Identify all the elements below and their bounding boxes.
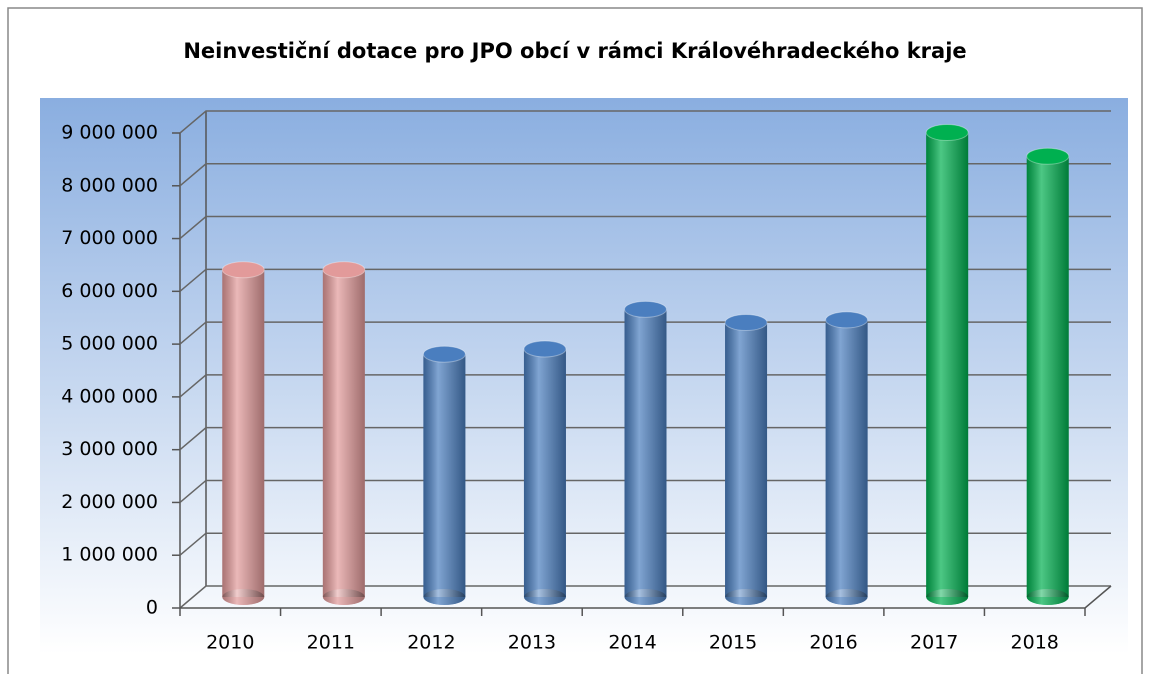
bar-shade (322, 589, 365, 605)
bar-top (624, 300, 667, 318)
bar-shade (423, 589, 466, 605)
grid-line (179, 268, 1111, 292)
bar-shade (926, 132, 969, 598)
x-tick-label: 2010 (206, 632, 254, 654)
bar-shade (1026, 589, 1069, 605)
y-tick-label: 9 000 000 (61, 122, 158, 144)
grid-line (179, 215, 1111, 240)
bar-shade (523, 348, 566, 597)
bar-top (523, 340, 567, 358)
x-tick-label: 2014 (608, 632, 656, 654)
y-tick-label: 8 000 000 (61, 174, 158, 196)
x-tick-label: 2012 (407, 632, 455, 654)
y-tick-label: 7 000 000 (61, 227, 158, 249)
bar-top (724, 314, 768, 332)
grid-line (179, 321, 1111, 345)
bar-top (322, 261, 366, 279)
bar-shade (222, 589, 265, 605)
bar-top (825, 311, 869, 329)
y-tick-label: 4 000 000 (61, 385, 158, 407)
bar-shade (322, 269, 365, 597)
bar-shade (222, 269, 265, 597)
bar-shade (423, 354, 466, 597)
bar-top (925, 124, 969, 142)
grid-line (179, 532, 1111, 556)
bar-shade (725, 322, 768, 597)
grid-line (179, 110, 1111, 134)
x-tick-label: 2016 (809, 632, 857, 654)
chart-title: Neinvestiční dotace pro JPO obcí v rámci… (183, 39, 966, 63)
grid-line (179, 374, 1111, 398)
bar-top (1026, 147, 1070, 165)
y-tick-label: 5 000 000 (61, 333, 158, 355)
x-tick-label: 2017 (910, 632, 958, 654)
y-tick-label: 2 000 000 (61, 491, 158, 513)
bar-shade (523, 589, 566, 605)
bar-shade (1026, 156, 1069, 598)
bar-shade (624, 589, 667, 605)
bar-shade (926, 589, 969, 605)
bar-shade (725, 589, 768, 605)
y-tick-label: 6 000 000 (61, 280, 158, 302)
x-tick-label: 2015 (709, 632, 757, 654)
y-tick-label: 1 000 000 (61, 544, 158, 566)
y-tick-label: 3 000 000 (61, 438, 158, 460)
bar-shade (825, 589, 868, 605)
grid-line (179, 163, 1111, 187)
x-tick-label: 2018 (1011, 632, 1059, 654)
grid-line (179, 585, 1111, 609)
bar-shade (825, 319, 868, 597)
y-tick-label: 0 (146, 597, 158, 619)
bar-top (422, 345, 466, 363)
x-tick-label: 2013 (508, 632, 556, 654)
x-tick-label: 2011 (307, 632, 355, 654)
bar-top (221, 261, 265, 279)
bar-shade (624, 309, 667, 597)
grid-line (179, 426, 1111, 451)
grid-line (179, 479, 1111, 504)
